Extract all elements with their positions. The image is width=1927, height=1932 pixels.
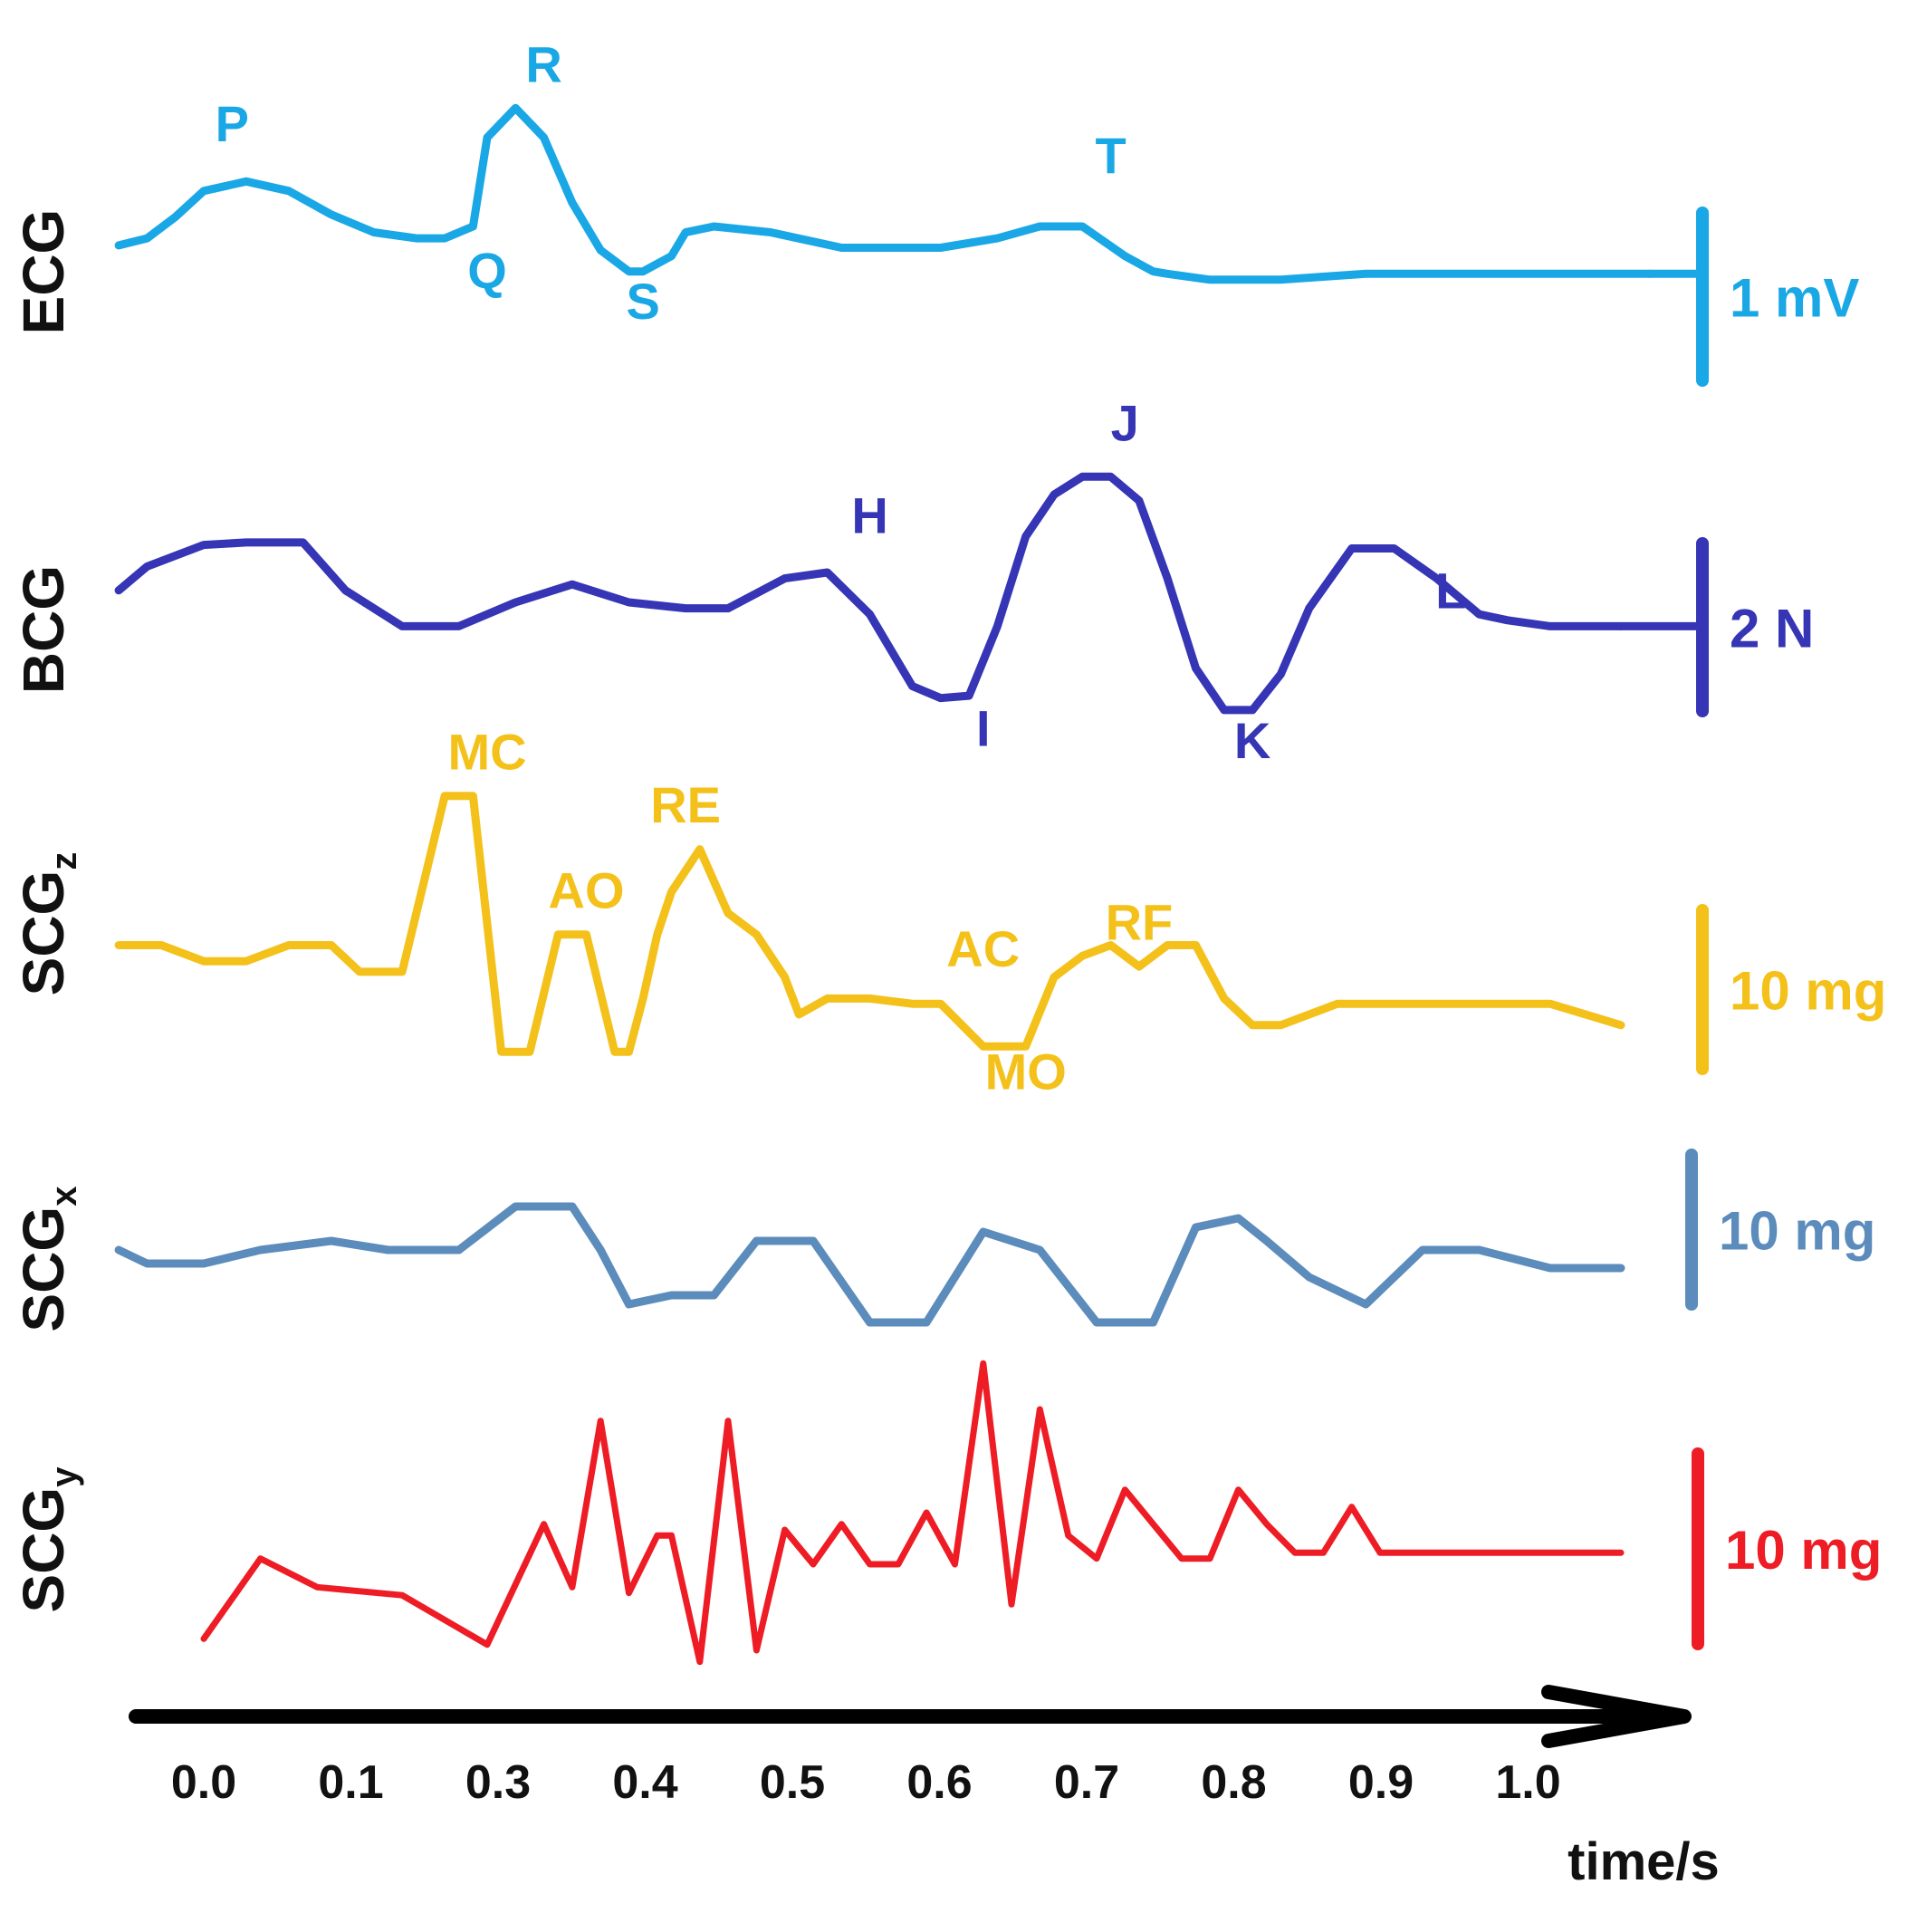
series-scgy: 10 mg SCGy: [11, 1360, 1882, 1666]
series-label-bcg: BCG: [11, 565, 76, 694]
scale-bar-label: 10 mg: [1719, 1201, 1875, 1262]
wave-label-mo: MO: [985, 1043, 1067, 1100]
x-tick-label: 0.3: [465, 1756, 531, 1809]
wave-label-ac: AC: [946, 920, 1020, 977]
series-label-main: SCG: [11, 1206, 76, 1332]
series-line-scgx: [114, 1202, 1625, 1327]
x-tick-label: 1.0: [1495, 1756, 1560, 1809]
x-tick-label: 0.5: [760, 1756, 825, 1809]
series-label-ecg: ECG: [11, 209, 76, 335]
time-axis: time/s: [129, 1685, 1720, 1891]
wave-label-ao: AO: [549, 861, 625, 918]
x-tick-label: 0.6: [906, 1756, 972, 1809]
x-tick-label: 0.0: [171, 1756, 236, 1809]
time-axis-arrowhead: [1541, 1685, 1692, 1748]
series-line-ecg: [114, 103, 1654, 284]
series-label-main: SCG: [11, 1487, 76, 1613]
scale-bar-label: 10 mg: [1730, 961, 1886, 1022]
wave-label-s: S: [626, 273, 659, 330]
scale-bar-label: 10 mg: [1725, 1520, 1882, 1581]
wave-label-k: K: [1234, 712, 1270, 769]
wave-label-rf: RF: [1106, 894, 1174, 951]
series-label-scgz: SCGz: [11, 852, 84, 996]
x-tick-label: 0.9: [1348, 1756, 1414, 1809]
x-tick-label: 0.8: [1201, 1756, 1266, 1809]
series-label-subscript: x: [44, 1187, 84, 1206]
series-line-bcg: [114, 472, 1625, 715]
series-label-scgy: SCGy: [11, 1466, 84, 1613]
series-ecg: P Q R S T 1 mV ECG: [11, 35, 1859, 387]
wave-label-t: T: [1095, 127, 1126, 184]
series-bcg: H I J K L 2 N BCG: [11, 395, 1814, 769]
scale-bar-label: 1 mV: [1730, 268, 1859, 329]
wave-label-r: R: [525, 35, 561, 92]
series-line-scgy: [200, 1360, 1625, 1666]
x-tick-label: 0.7: [1054, 1756, 1119, 1809]
wave-label-j: J: [1111, 395, 1139, 452]
wave-label-re: RE: [650, 776, 721, 833]
x-tick-labels: 0.0 0.1 0.3 0.4 0.5 0.6 0.7 0.8 0.9 1.0: [171, 1756, 1561, 1809]
series-label-main: ECG: [11, 209, 76, 335]
wave-label-i: I: [976, 700, 991, 757]
x-tick-label: 0.4: [612, 1756, 677, 1809]
series-line-scgz: [114, 792, 1625, 1056]
wave-label-q: Q: [467, 242, 507, 299]
wave-label-p: P: [216, 95, 249, 152]
x-tick-label: 0.1: [318, 1756, 383, 1809]
series-group: P Q R S T 1 mV ECG H I J K L 2 N BCG MC AO RE AC MO RF 10 mg…: [11, 35, 1886, 1666]
series-label-subscript: z: [44, 852, 84, 870]
series-label-main: SCG: [11, 870, 76, 996]
scale-bar-label: 2 N: [1730, 599, 1814, 659]
series-label-scgx: SCGx: [11, 1187, 84, 1332]
wave-label-l: L: [1435, 562, 1466, 620]
wave-label-h: H: [851, 486, 887, 543]
wave-label-mc: MC: [447, 723, 526, 780]
x-axis-label: time/s: [1567, 1832, 1720, 1891]
series-scgz: MC AO RE AC MO RF 10 mg SCGz: [11, 723, 1886, 1100]
series-label-main: BCG: [11, 565, 76, 694]
series-scgx: 10 mg SCGx: [11, 1149, 1875, 1332]
series-label-subscript: y: [44, 1466, 84, 1487]
